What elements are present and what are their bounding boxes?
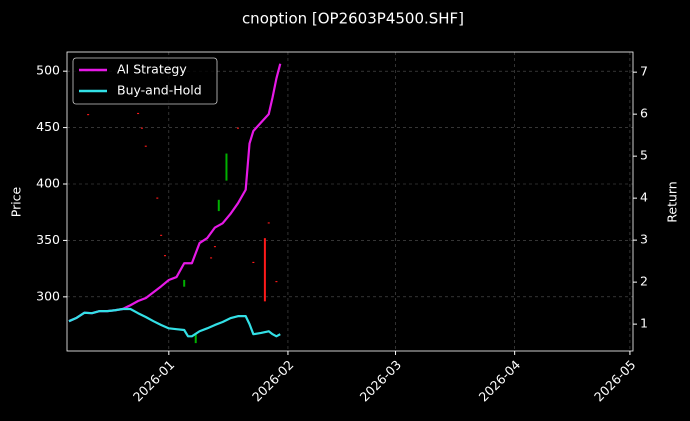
x-tick-label: 2026-03 bbox=[357, 357, 405, 405]
legend-label: Buy-and-Hold bbox=[117, 83, 202, 98]
candle-body bbox=[156, 197, 159, 199]
legend-label: AI Strategy bbox=[117, 62, 187, 77]
candle-body bbox=[210, 257, 213, 259]
x-tick-label: 2026-05 bbox=[591, 357, 639, 405]
y-tick-label: 500 bbox=[36, 63, 60, 78]
candle-body bbox=[163, 255, 166, 257]
y2-axis-label: Return bbox=[665, 181, 680, 222]
candle-body bbox=[194, 332, 197, 344]
candle-body bbox=[252, 261, 255, 263]
chart-title: cnoption [OP2603P4500.SHF] bbox=[242, 10, 464, 28]
candle-body bbox=[144, 145, 147, 147]
y2-tick-label: 1 bbox=[640, 316, 648, 331]
y-tick-label: 400 bbox=[36, 176, 60, 191]
legend-box bbox=[72, 57, 218, 105]
candle-body bbox=[160, 234, 163, 236]
y2-tick-label: 2 bbox=[640, 274, 648, 289]
y-tick-label: 300 bbox=[36, 288, 60, 303]
x-tick-label: 2026-04 bbox=[476, 357, 524, 405]
y2-tick-label: 6 bbox=[640, 106, 648, 121]
y-axis-label: Price bbox=[9, 186, 24, 217]
x-tick-label: 2026-02 bbox=[249, 357, 297, 405]
candle-body bbox=[263, 238, 266, 302]
candle-body bbox=[225, 153, 228, 181]
candle-body bbox=[275, 281, 278, 283]
candle-body bbox=[183, 279, 186, 287]
x-tick-label: 2026-01 bbox=[130, 357, 178, 405]
candle-body bbox=[217, 199, 220, 212]
candle-body bbox=[236, 127, 239, 129]
candle-body bbox=[87, 114, 90, 116]
candle-body bbox=[140, 127, 143, 129]
candle-body bbox=[267, 222, 270, 224]
plot-frame bbox=[66, 51, 634, 352]
y2-tick-label: 5 bbox=[640, 148, 648, 163]
candle-body bbox=[213, 246, 216, 248]
y2-tick-label: 4 bbox=[640, 190, 648, 205]
y-tick-label: 450 bbox=[36, 119, 60, 134]
candle-body bbox=[137, 112, 140, 115]
y2-tick-label: 3 bbox=[640, 232, 648, 247]
series-line bbox=[68, 307, 281, 338]
y2-tick-label: 7 bbox=[640, 64, 648, 79]
y-tick-label: 350 bbox=[36, 232, 60, 247]
